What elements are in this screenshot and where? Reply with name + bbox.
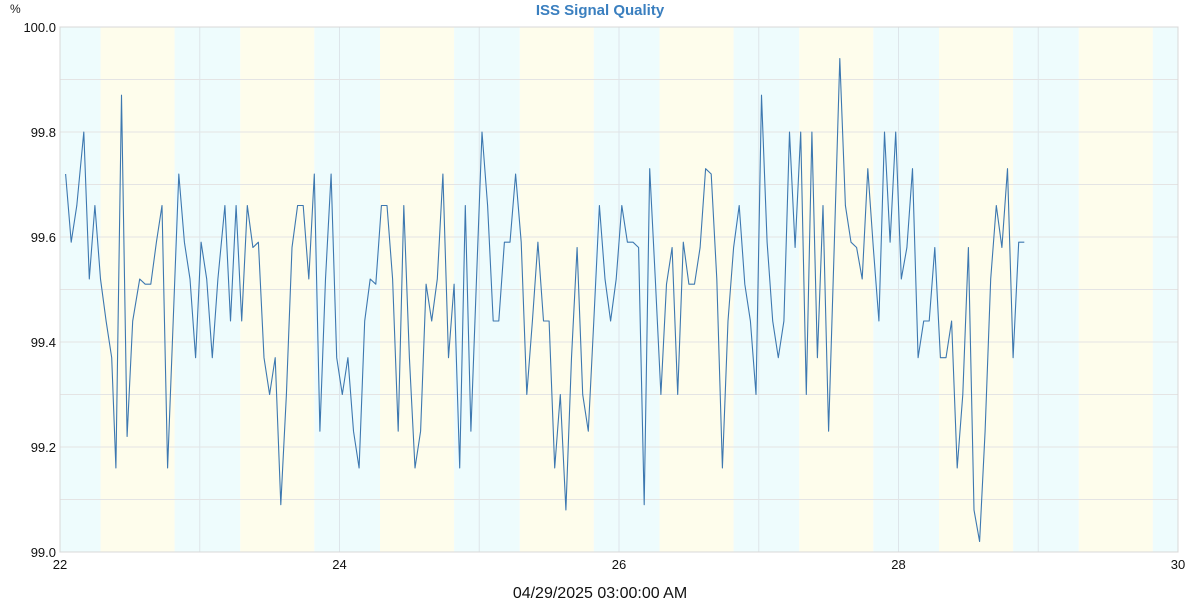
tick-labels: 99.0 99.2 99.4 99.6 99.8 100.0 22 24 26 28 30 (23, 20, 1185, 572)
x-tick-label: 26 (612, 557, 626, 572)
y-unit-label: % (10, 2, 21, 16)
x-tick-label: 30 (1171, 557, 1185, 572)
x-tick-label: 24 (332, 557, 346, 572)
plot-frame (59, 26, 1179, 553)
y-tick-label: 99.2 (31, 440, 56, 455)
y-tick-label: 99.6 (31, 230, 56, 245)
y-tick-label: 99.0 (31, 545, 56, 560)
chart-title: ISS Signal Quality (536, 2, 665, 19)
x-axis-label: 04/29/2025 03:00:00 AM (513, 585, 687, 600)
x-tick-label: 28 (891, 557, 905, 572)
y-tick-label: 99.8 (31, 125, 56, 140)
y-tick-label: 99.4 (31, 335, 56, 350)
y-tick-label: 100.0 (23, 20, 56, 35)
series-layer (65, 57, 1025, 543)
series-line-0 (65, 57, 1025, 543)
x-tick-label: 22 (53, 557, 67, 572)
